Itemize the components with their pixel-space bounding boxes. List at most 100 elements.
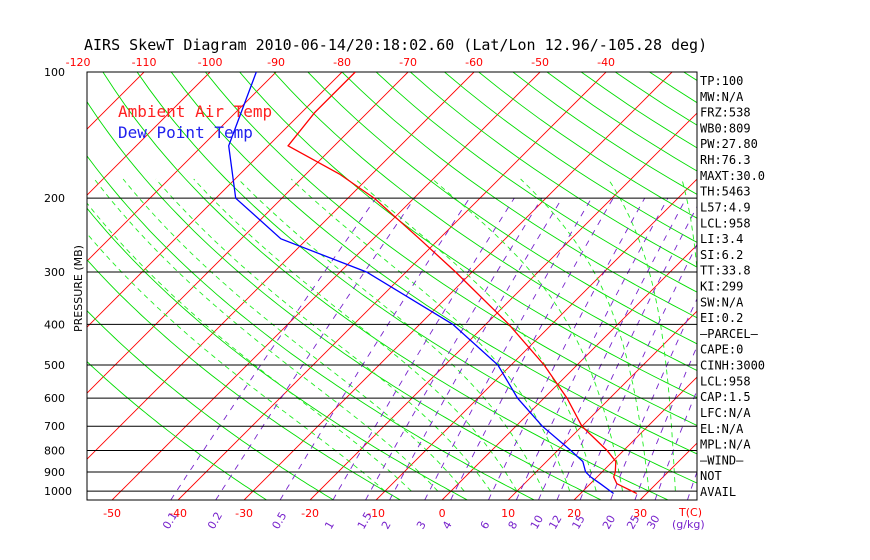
pressure-tick-label: 100	[44, 66, 65, 79]
dry-adiabat-line	[87, 310, 334, 500]
top-temp-tick-label: -50	[531, 56, 549, 69]
mixing-ratio-line	[610, 297, 697, 500]
isotherm-line	[838, 72, 870, 500]
legend: Ambient Air Temp Dew Point Temp	[118, 102, 272, 142]
mixing-ratio-unit-label: (g/kg)	[672, 518, 705, 531]
isotherm-line	[177, 72, 607, 500]
isotherm-line	[87, 72, 343, 328]
index-label: FRZ:538	[700, 106, 751, 120]
bottom-temperature-ticks: -50 -40 -30 -20 -10 0 10 20 30 T(C)	[103, 506, 702, 520]
isotherm-line	[309, 112, 697, 500]
index-label: RH:76.3	[700, 153, 751, 167]
index-label: SI:6.2	[700, 248, 743, 262]
mixing-ratio-line	[170, 197, 377, 500]
pressure-tick-label: 200	[44, 192, 65, 205]
index-label: MPL:N/A	[700, 438, 751, 452]
dry-adiabat-line	[273, 72, 697, 371]
moist-adiabat-line	[87, 232, 386, 492]
index-label: EL:N/A	[700, 422, 744, 436]
mixing-ratio-line	[579, 243, 697, 500]
top-temp-tick-label: -70	[399, 56, 417, 69]
mixing-ratio-tick-label: 10	[528, 513, 546, 532]
index-label: SW:N/A	[700, 295, 744, 309]
dry-adiabat-line	[649, 72, 697, 104]
pressure-tick-label: 1000	[44, 485, 72, 498]
dry-adiabat-line	[170, 72, 697, 455]
mixing-ratio-tick-label: 1	[322, 519, 337, 532]
index-label: —WIND—	[700, 453, 744, 467]
mixing-ratio-tick-label: 2	[379, 519, 394, 532]
mixing-ratio-line	[538, 197, 687, 500]
dry-adiabat-line	[375, 72, 697, 293]
moist-adiabat-line	[155, 178, 491, 492]
index-label: CAPE:0	[700, 343, 743, 357]
chart-title: AIRS SkewT Diagram 2010-06-14/20:18:02.6…	[84, 36, 707, 54]
bottom-temp-tick-label: -40	[169, 507, 187, 520]
isotherm-line	[507, 310, 697, 500]
ambient-air-temp-line	[287, 72, 637, 495]
mixing-ratio-line	[556, 205, 697, 500]
dry-adiabat-line	[752, 72, 870, 500]
index-label: NOT	[700, 469, 722, 483]
background-lines	[0, 72, 870, 500]
moist-adiabat-line	[290, 178, 571, 492]
mixing-ratio-line	[332, 197, 515, 500]
dry-adiabat-line	[410, 72, 697, 268]
index-label: WB0:809	[700, 121, 751, 135]
top-temp-tick-label: -60	[465, 56, 483, 69]
moist-adiabat-line	[93, 178, 439, 492]
top-temp-tick-label: -40	[597, 56, 615, 69]
isotherm-line	[87, 72, 211, 196]
moist-adiabat-line	[193, 178, 518, 492]
index-label: CINH:3000	[700, 359, 765, 373]
pressure-tick-label: 900	[44, 466, 65, 479]
index-label: —PARCEL—	[700, 327, 759, 341]
index-label: MAXT:30.0	[700, 169, 765, 183]
bottom-temp-tick-label: 30	[633, 507, 647, 520]
dry-adiabat-line	[307, 72, 697, 345]
top-temp-tick-label: -80	[333, 56, 351, 69]
profile-lines	[228, 72, 637, 495]
isotherm-line	[0, 72, 12, 500]
dry-adiabat-line	[820, 72, 870, 500]
dry-adiabat-line	[87, 100, 602, 500]
top-temperature-ticks: -120 -110 -100 -90 -80 -70 -60 -50 -40	[66, 56, 615, 69]
dry-adiabat-line	[512, 72, 697, 195]
mixing-ratio-line	[515, 197, 669, 500]
mixing-ratio-tick-label: 15	[569, 513, 587, 532]
mixing-ratio-line	[424, 197, 592, 500]
isotherm-line	[639, 442, 697, 500]
isotherm-line	[243, 72, 673, 500]
top-temp-tick-label: -90	[267, 56, 285, 69]
index-label: PW:27.80	[700, 137, 758, 151]
index-label: MW:N/A	[700, 90, 744, 104]
index-label: TP:100	[700, 74, 743, 88]
mixing-ratio-tick-label: 6	[478, 519, 493, 532]
mixing-ratio-line	[488, 197, 646, 500]
pressure-tick-label: 500	[44, 359, 65, 372]
pressure-tick-label: 400	[44, 318, 65, 331]
dry-adiabat-line	[855, 72, 870, 500]
index-label: CAP:1.5	[700, 390, 751, 404]
dry-adiabat-line	[239, 72, 697, 399]
mixing-ratio-tick-label: 30	[644, 513, 662, 532]
dry-adiabat-line	[341, 72, 697, 319]
bottom-temp-tick-label: -30	[235, 507, 253, 520]
isotherm-line	[0, 72, 78, 500]
legend-dew-point-temp: Dew Point Temp	[118, 123, 253, 142]
bottom-temp-tick-label: -20	[301, 507, 319, 520]
isobars	[87, 197, 697, 492]
dew-point-temp-line	[228, 72, 614, 495]
dry-adiabat-line	[102, 72, 669, 500]
moist-adiabat-line	[354, 178, 597, 492]
dry-adiabat-line	[786, 72, 870, 500]
moist-adiabat-line	[87, 202, 412, 492]
isotherm-line	[573, 376, 697, 500]
bottom-axis-unit-label: T(C)	[678, 506, 702, 519]
mixing-ratio-tick-label: 12	[546, 513, 564, 532]
index-label: AVAIL	[700, 485, 736, 499]
bottom-temp-tick-label: 0	[439, 507, 446, 520]
mixing-ratio-tick-label: 3	[414, 519, 429, 532]
index-label: TH:5463	[700, 185, 751, 199]
